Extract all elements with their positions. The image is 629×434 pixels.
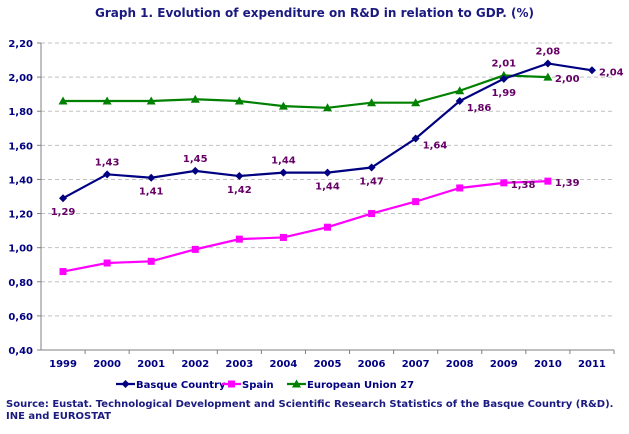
x-tick-label: 2003 [225, 359, 253, 370]
data-point [234, 96, 244, 105]
data-label: 1,99 [491, 88, 516, 99]
data-point [278, 101, 288, 110]
data-point [146, 96, 156, 105]
y-tick-label: 1,00 [8, 244, 33, 255]
y-tick-label: 1,80 [8, 107, 33, 118]
data-label: 1,39 [555, 178, 580, 189]
y-tick-label: 1,40 [8, 175, 33, 186]
y-tick-label: 1,60 [8, 141, 33, 152]
data-label: 1,44 [315, 182, 340, 193]
data-point [412, 198, 420, 206]
x-tick-label: 2009 [490, 359, 518, 370]
x-tick-label: 2000 [93, 359, 121, 370]
x-tick-label: 2001 [137, 359, 165, 370]
data-point [59, 268, 67, 276]
data-point [147, 173, 156, 182]
x-tick-label: 2005 [314, 359, 342, 370]
legend-label: Spain [242, 380, 274, 391]
data-point [279, 233, 287, 241]
data-point [103, 170, 112, 179]
legend-marker [121, 380, 130, 388]
data-point [455, 96, 464, 105]
data-label: 1,42 [227, 185, 252, 196]
data-label: 1,38 [511, 180, 536, 191]
data-label: 1,43 [95, 157, 120, 168]
data-point [455, 86, 465, 95]
data-point [367, 163, 376, 172]
x-tick-label: 2004 [270, 359, 298, 370]
data-point [411, 134, 420, 143]
y-tick-label: 2,20 [8, 39, 33, 50]
data-point [500, 179, 508, 187]
data-label: 1,44 [271, 156, 296, 167]
data-point [323, 103, 332, 112]
data-label: 1,45 [183, 154, 208, 165]
data-label: 2,08 [536, 46, 561, 57]
x-tick-label: 2007 [402, 359, 430, 370]
data-point [456, 184, 464, 192]
data-label: 1,41 [139, 187, 164, 198]
y-tick-label: 0,60 [8, 312, 33, 323]
series-line-0 [62, 62, 593, 200]
data-point [543, 59, 552, 68]
y-tick-label: 2,00 [8, 73, 33, 84]
x-tick-label: 2002 [181, 359, 209, 370]
data-point [103, 259, 111, 267]
data-point [323, 168, 332, 177]
data-label: 2,04 [599, 67, 624, 78]
y-tick-label: 1,20 [8, 210, 33, 221]
y-tick-label: 0,40 [8, 346, 33, 357]
x-tick-label: 2011 [578, 359, 606, 370]
series-line-2 [63, 74, 548, 109]
x-tick-label: 2008 [446, 359, 474, 370]
data-label: 1,64 [423, 141, 448, 152]
data-point [102, 96, 112, 105]
data-point [543, 72, 553, 81]
legend-marker [228, 380, 235, 388]
data-point [191, 245, 199, 253]
data-label: 2,01 [491, 58, 516, 69]
data-point [368, 210, 376, 218]
x-tick-label: 2006 [358, 359, 386, 370]
legend-label: Basque Country [136, 380, 226, 391]
series-line-1 [62, 180, 548, 273]
data-point [58, 96, 68, 105]
data-label: 2,00 [555, 74, 580, 85]
data-point [235, 172, 244, 181]
data-point [191, 166, 200, 175]
chart-title: Graph 1. Evolution of expenditure on R&D… [94, 6, 535, 20]
data-point [235, 235, 243, 243]
data-point [190, 94, 200, 103]
y-tick-label: 0,80 [8, 278, 33, 289]
data-point [367, 98, 377, 107]
source-note: Source: Eustat. Technological Developmen… [6, 399, 614, 422]
data-point [147, 257, 155, 265]
data-point [411, 98, 421, 107]
legend-label: European Union 27 [307, 380, 414, 391]
data-point [499, 74, 508, 83]
data-label: 1,29 [51, 207, 76, 218]
data-point [544, 177, 552, 185]
data-point [279, 168, 288, 177]
x-tick-label: 2010 [534, 359, 562, 370]
legend-marker [292, 379, 301, 388]
data-point [59, 194, 68, 203]
data-point [324, 223, 331, 231]
data-label: 1,47 [359, 177, 384, 188]
data-point [587, 66, 596, 75]
data-label: 1,86 [467, 103, 492, 114]
x-tick-label: 1999 [49, 359, 77, 370]
